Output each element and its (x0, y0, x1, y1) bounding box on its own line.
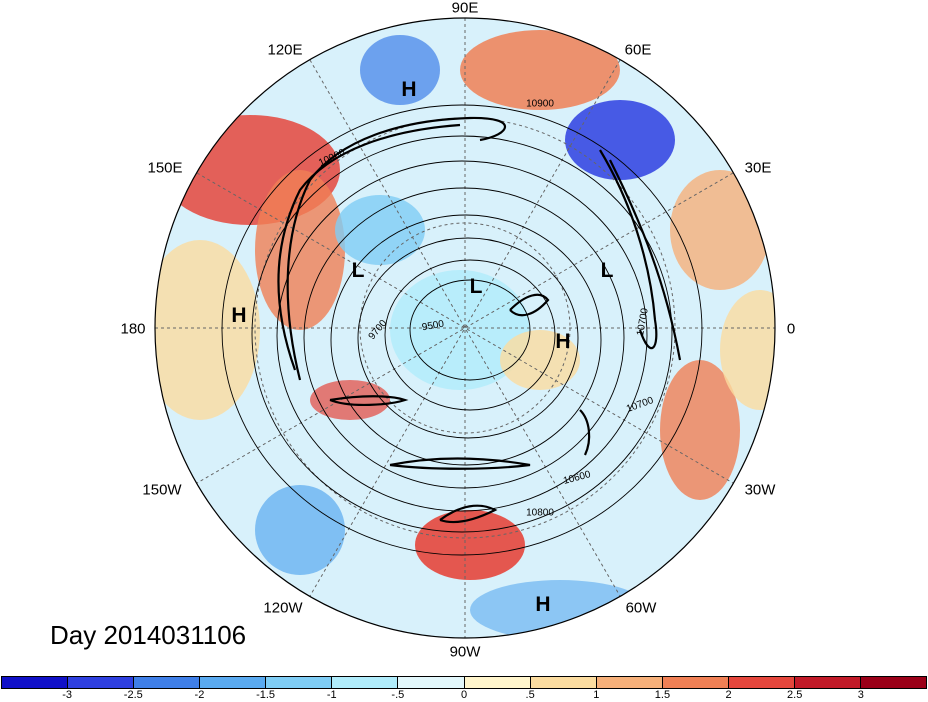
colorbar-tick-label: 3 (857, 689, 864, 701)
colorbar-swatch (332, 677, 399, 688)
colorbar-swatch (728, 677, 795, 688)
colorbar-swatch (266, 677, 333, 688)
colorbar-swatch (134, 677, 201, 688)
colorbar-tick-label: 1.5 (654, 689, 671, 701)
day-title: Day 2014031106 (50, 620, 247, 650)
lon-label-120w: 120W (263, 599, 303, 617)
colorbar-swatch (530, 677, 597, 688)
lon-label-180: 180 (120, 320, 146, 338)
colorbar-swatch (2, 677, 69, 688)
colorbar-swatch (200, 677, 267, 688)
high-marker: H (555, 330, 571, 353)
colorbar-tick-label: 2 (725, 689, 732, 701)
colorbar-swatch (68, 677, 135, 688)
colorbar-swatch (596, 677, 663, 688)
colorbar-tick-label: -1 (326, 689, 337, 701)
colorbar-tick-label: 2.5 (787, 689, 803, 701)
lon-label-150w: 150W (142, 481, 182, 499)
colorbar-swatch (398, 677, 465, 688)
jet-contours (277, 116, 682, 524)
high-marker: H (231, 304, 247, 327)
high-marker: H (535, 593, 551, 616)
lon-label-60w: 60W (625, 599, 657, 617)
contour-label: 10800 (526, 507, 554, 519)
height-contours (221, 104, 703, 556)
lon-label-30e: 30E (744, 159, 772, 177)
colorbar-tick-label: 1 (593, 689, 600, 701)
colorbar-swatch (794, 677, 862, 688)
colorbar-tick-label: .5 (525, 689, 535, 701)
colorbar-swatch (464, 677, 531, 688)
graticule (155, 18, 775, 638)
colorbar-swatch (662, 677, 729, 688)
map-boundary (154, 17, 776, 639)
colorbar-tick-label: -1.5 (256, 689, 276, 701)
colorbar-swatch (861, 677, 927, 688)
anomaly-field (155, 18, 775, 638)
lon-label-0: 0 (786, 320, 796, 338)
colorbar-tick-label: -2 (194, 689, 205, 701)
colorbar-tick-label: -2.5 (123, 689, 143, 701)
high-marker: H (401, 78, 417, 101)
low-marker: L (469, 275, 483, 298)
lon-label-120e: 120E (267, 41, 303, 59)
lon-label-150e: 150E (147, 159, 183, 177)
colorbar-tick-label: -3 (62, 689, 73, 701)
lon-label-90e: 90E (451, 0, 479, 17)
low-marker: L (600, 259, 614, 282)
lon-label-30w: 30W (744, 481, 776, 499)
low-marker: L (351, 259, 365, 282)
colorbar (1, 676, 927, 689)
lon-label-90w: 90W (449, 643, 481, 661)
colorbar-tick-label: 0 (460, 689, 468, 701)
contour-label: 10900 (526, 98, 554, 110)
colorbar-tick-label: -.5 (391, 689, 405, 701)
lon-label-60e: 60E (624, 41, 652, 59)
